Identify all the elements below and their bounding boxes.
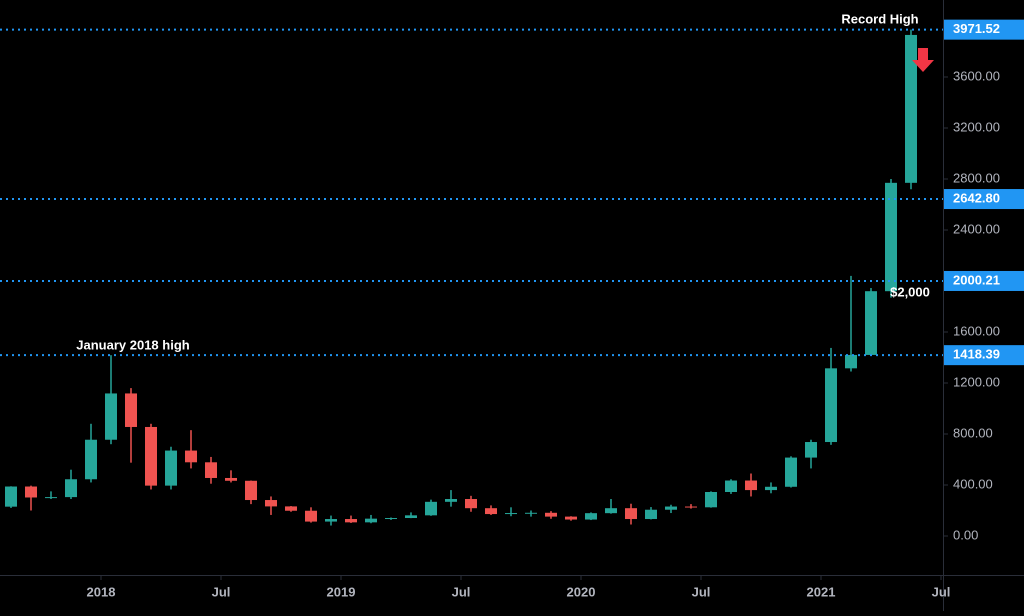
candle-body — [145, 426, 157, 486]
candle-body — [685, 506, 697, 508]
candle-body — [125, 393, 137, 427]
candle-body — [45, 497, 57, 499]
candle-body — [265, 500, 277, 507]
candle-body — [325, 519, 337, 522]
candle-body — [225, 477, 237, 481]
annotation: $2,000 — [890, 284, 930, 299]
level-label: 3971.52 — [953, 21, 1000, 36]
level-label-box — [944, 345, 1024, 366]
y-tick-label: 3200.00 — [953, 119, 1000, 134]
candle-body — [825, 368, 837, 443]
candle-body — [205, 462, 217, 478]
candle-body — [425, 501, 437, 516]
y-tick-label: 0.00 — [953, 527, 978, 542]
level-label-box — [944, 189, 1024, 210]
candle-body — [565, 516, 577, 520]
candle-body — [845, 354, 857, 369]
candle-body — [385, 518, 397, 520]
x-tick-label: Jul — [692, 584, 711, 599]
levels: 3971.52 2642.80 2000.21 1418.39 — [0, 19, 1024, 366]
y-tick-label: 1200.00 — [953, 374, 1000, 389]
candle-body — [465, 499, 477, 509]
x-tick-label: 2020 — [567, 584, 596, 599]
candle-body — [885, 182, 897, 292]
y-tick-label: 3600.00 — [953, 68, 1000, 83]
candle-body — [545, 512, 557, 517]
candle-body — [365, 518, 377, 523]
x-tick-label: 2019 — [327, 584, 356, 599]
candle-body — [285, 506, 297, 511]
candle-body — [745, 480, 757, 491]
candle-body — [165, 450, 177, 486]
x-tick-label: Jul — [212, 584, 231, 599]
candle-body — [645, 509, 657, 520]
candle-body — [445, 499, 457, 502]
y-tick-label: 800.00 — [953, 425, 993, 440]
y-tick-label: 2800.00 — [953, 170, 1000, 185]
y-tick-label: 400.00 — [953, 476, 993, 491]
x-tick-label: 2018 — [87, 584, 116, 599]
level-label: 1418.39 — [953, 347, 1000, 362]
down-arrow-icon — [912, 48, 934, 72]
level-label-box — [944, 19, 1024, 40]
candle-body — [405, 515, 417, 519]
candle-body — [525, 512, 537, 514]
candle-body — [905, 34, 917, 183]
candle-body — [725, 480, 737, 493]
candle-body — [485, 508, 497, 515]
candle-body — [25, 486, 37, 498]
candle-body — [85, 439, 97, 480]
candle-body — [345, 519, 357, 523]
annotation: January 2018 high — [76, 337, 189, 352]
candle-body — [605, 508, 617, 514]
level-label-box — [944, 270, 1024, 291]
candle-body — [705, 492, 717, 508]
candle-body — [245, 480, 257, 501]
candle-body — [5, 486, 17, 507]
candle-body — [625, 508, 637, 520]
candle-body — [785, 457, 797, 487]
level-label: 2000.21 — [953, 272, 1000, 287]
candle-body — [305, 510, 317, 522]
y-tick-label: 2400.00 — [953, 221, 1000, 236]
ticks: 0.00 400.00 800.00 1200.00 1600.00 2400.00 280… — [87, 68, 1000, 599]
candle-body — [665, 506, 677, 510]
candle-body — [765, 486, 777, 491]
candle-body — [185, 450, 197, 463]
x-tick-label: Jul — [452, 584, 471, 599]
candle-body — [105, 393, 117, 440]
level-label: 2642.80 — [953, 190, 1000, 205]
x-tick-label: 2021 — [807, 584, 836, 599]
candle-body — [585, 513, 597, 520]
candle-body — [805, 442, 817, 458]
annotation: Record High — [841, 11, 918, 26]
candle-body — [65, 479, 77, 498]
candles — [5, 29, 917, 526]
x-tick-label: Jul — [932, 584, 951, 599]
y-tick-label: 1600.00 — [953, 323, 1000, 338]
candle-body — [505, 513, 517, 515]
candle-body — [865, 291, 877, 355]
